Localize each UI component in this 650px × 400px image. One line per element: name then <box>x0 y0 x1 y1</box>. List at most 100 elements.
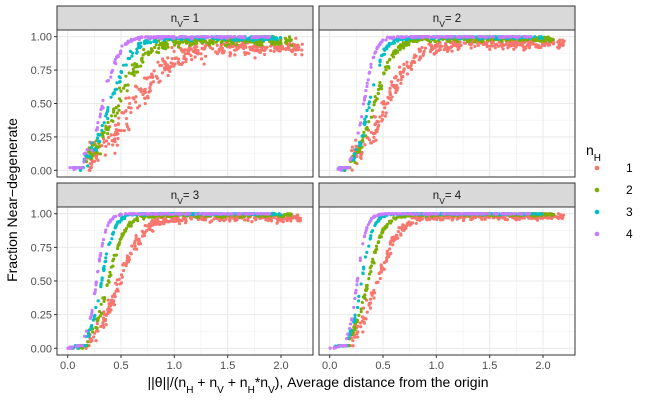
data-point <box>130 244 134 248</box>
data-point <box>391 243 395 247</box>
data-point <box>405 224 409 228</box>
data-point <box>107 126 111 130</box>
data-point <box>247 51 251 55</box>
data-point <box>521 41 526 45</box>
data-point <box>469 46 473 50</box>
data-point <box>457 35 461 40</box>
data-point <box>344 343 348 348</box>
data-point <box>547 43 552 47</box>
data-point <box>90 153 95 157</box>
data-point <box>383 214 387 219</box>
data-point <box>405 64 409 68</box>
data-point <box>133 244 137 248</box>
data-point <box>133 239 137 243</box>
data-point <box>116 54 120 58</box>
data-point <box>134 100 138 104</box>
data-point <box>128 251 133 255</box>
data-point <box>118 237 122 242</box>
data-point <box>396 229 400 234</box>
x-axis-title: ||θ||/(nH + nV + nH*nV), Average distanc… <box>148 374 489 396</box>
data-point <box>167 212 171 216</box>
data-point <box>252 35 256 39</box>
data-point <box>149 212 153 216</box>
data-point <box>104 323 108 327</box>
data-point <box>187 46 191 50</box>
data-point <box>287 213 291 217</box>
data-point <box>169 65 173 69</box>
data-point <box>356 150 360 154</box>
data-point <box>113 59 117 64</box>
data-point <box>95 154 99 158</box>
data-point <box>160 212 164 216</box>
data-point <box>356 131 360 135</box>
x-tick-label: 0.0 <box>322 360 337 372</box>
data-point <box>160 215 164 219</box>
data-point <box>133 65 137 69</box>
data-point <box>92 335 96 339</box>
facet-strip-label: nV= 3 <box>171 190 199 206</box>
y-tick-label: 0.50 <box>31 276 52 288</box>
data-point <box>161 59 165 63</box>
data-point <box>365 310 369 314</box>
data-point <box>182 35 186 39</box>
data-point <box>246 218 250 223</box>
x-tick-label: 2.0 <box>535 360 550 372</box>
data-point <box>99 281 103 285</box>
legend-label: 4 <box>626 227 633 241</box>
data-point <box>428 217 432 222</box>
data-point <box>92 316 96 321</box>
data-point <box>506 43 510 47</box>
data-point <box>112 230 116 234</box>
data-point <box>127 56 132 61</box>
data-point <box>384 111 388 115</box>
data-point <box>198 212 202 216</box>
data-point <box>91 330 95 334</box>
data-point <box>233 35 237 39</box>
data-point <box>357 144 361 148</box>
data-point <box>398 226 402 230</box>
data-point <box>354 138 358 142</box>
facet-strip <box>56 5 314 31</box>
data-point <box>300 53 304 57</box>
data-point <box>111 264 115 268</box>
data-point <box>203 46 207 51</box>
data-point <box>410 221 415 225</box>
data-point <box>422 49 426 53</box>
data-point <box>109 95 113 99</box>
data-point <box>359 282 363 286</box>
x-tick-label: 1.5 <box>220 360 235 372</box>
data-point <box>385 249 389 253</box>
data-point <box>238 212 242 216</box>
data-point <box>501 47 505 51</box>
data-point <box>373 123 377 127</box>
data-point <box>176 45 181 49</box>
data-point <box>381 38 385 42</box>
data-point <box>351 344 355 348</box>
y-tick-label: 0.25 <box>31 132 52 144</box>
data-point <box>396 45 400 49</box>
x-axis-title-part: *n <box>255 374 268 390</box>
data-point <box>416 35 421 39</box>
data-point <box>421 52 426 56</box>
data-point <box>243 44 247 48</box>
data-point <box>141 92 145 97</box>
data-point <box>94 305 98 310</box>
data-point <box>361 306 366 310</box>
data-point <box>550 213 554 217</box>
data-point <box>418 212 422 216</box>
data-point <box>137 87 141 91</box>
data-point <box>353 296 357 301</box>
data-point <box>388 91 392 96</box>
data-point <box>379 269 384 274</box>
strip-label-main: n <box>433 13 439 25</box>
data-point <box>122 86 126 90</box>
data-point <box>136 65 140 69</box>
data-point <box>141 60 145 64</box>
data-point <box>108 307 112 312</box>
data-point <box>388 219 392 224</box>
data-point <box>300 48 304 52</box>
data-point <box>100 276 104 280</box>
data-point <box>148 75 152 79</box>
y-tick-label: 0.75 <box>31 65 52 77</box>
data-point <box>260 43 264 47</box>
